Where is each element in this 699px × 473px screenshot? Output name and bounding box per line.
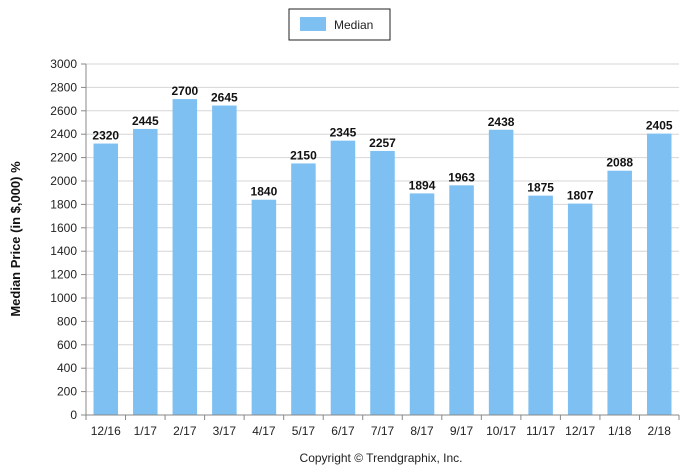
bar-10-17 [488, 129, 514, 415]
y-tick-label: 2600 [50, 104, 77, 118]
data-label: 1963 [448, 170, 475, 184]
data-label: 2405 [646, 119, 673, 133]
axes [81, 63, 680, 420]
bar-2-18 [646, 133, 672, 416]
copyright-text: Copyright © Trendgraphix, Inc. [300, 451, 463, 465]
bar-5-17 [291, 163, 316, 415]
bar-9-17 [449, 185, 474, 415]
bar-7-17 [370, 150, 395, 415]
data-label: 2445 [132, 114, 159, 128]
y-tick-label: 2400 [50, 127, 77, 141]
x-tick-labels: 12/16 1/17 2/17 3/17 4/17 5/17 6/17 7/17 8/17 9/1… [91, 424, 671, 438]
legend-swatch-median [300, 17, 326, 31]
data-label: 2257 [369, 136, 396, 150]
data-label: 2345 [330, 126, 357, 140]
data-label: 2645 [211, 91, 238, 105]
data-label: 2320 [92, 129, 119, 143]
y-tick-label: 1800 [50, 197, 77, 211]
x-tick-label: 3/17 [213, 424, 237, 438]
y-tick-label: 400 [57, 361, 77, 375]
y-tick-label: 2800 [50, 80, 77, 94]
data-label: 2438 [488, 115, 515, 129]
bar-6-17 [330, 140, 356, 415]
legend: Median [288, 8, 391, 41]
data-labels: 2320 2445 2700 2645 1840 2150 2345 2257 1894 1963… [92, 84, 672, 202]
y-axis-label: Median Price (in $,000) % [8, 161, 23, 317]
x-tick-label: 9/17 [450, 424, 474, 438]
y-tick-label: 1400 [50, 244, 77, 258]
x-tick-label: 5/17 [292, 424, 316, 438]
bars [93, 99, 672, 416]
data-label: 2088 [606, 156, 633, 170]
y-tick-labels: 0 200 400 600 800 1000 1200 1400 1600 1800 2000 220… [50, 57, 77, 422]
y-tick-label: 0 [70, 408, 77, 422]
bar-12-17 [567, 203, 593, 415]
bar-3-17 [212, 105, 237, 415]
data-label: 2150 [290, 148, 317, 162]
x-tick-label: 7/17 [371, 424, 395, 438]
x-tick-label: 2/18 [648, 424, 672, 438]
y-tick-label: 1000 [50, 291, 77, 305]
x-tick-label: 10/17 [486, 424, 516, 438]
legend-label-median: Median [334, 18, 373, 32]
y-tick-label: 2000 [50, 174, 77, 188]
y-tick-label: 200 [57, 385, 77, 399]
y-tick-label: 1600 [50, 221, 77, 235]
data-label: 2700 [171, 84, 198, 98]
x-tick-label: 1/18 [608, 424, 632, 438]
bar-12-16 [93, 143, 119, 415]
bar-2-17 [172, 99, 198, 415]
data-label: 1807 [567, 189, 594, 203]
bar-8-17 [409, 193, 435, 415]
x-tick-label: 8/17 [410, 424, 434, 438]
x-tick-label: 2/17 [173, 424, 197, 438]
y-tick-label: 800 [57, 314, 77, 328]
bar-1-17 [133, 128, 158, 415]
x-tick-label: 4/17 [252, 424, 276, 438]
x-tick-label: 12/16 [91, 424, 121, 438]
y-tick-label: 2200 [50, 151, 77, 165]
y-tick-label: 1200 [50, 268, 77, 282]
bar-1-18 [607, 170, 632, 415]
data-label: 1840 [251, 185, 278, 199]
x-tick-label: 6/17 [331, 424, 355, 438]
data-label: 1875 [527, 181, 554, 195]
x-tick-label: 12/17 [565, 424, 595, 438]
y-tick-label: 3000 [50, 57, 77, 71]
x-tick-label: 11/17 [526, 424, 555, 438]
x-tick-label: 1/17 [134, 424, 158, 438]
data-label: 1894 [409, 178, 436, 192]
y-tick-label: 600 [57, 338, 77, 352]
bar-4-17 [251, 199, 277, 415]
bar-11-17 [528, 195, 553, 415]
